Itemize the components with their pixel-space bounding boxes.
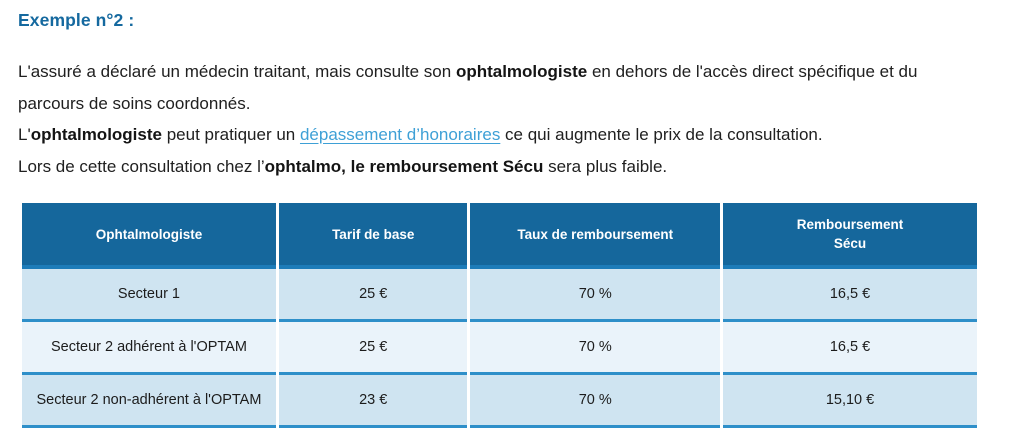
cell-tarif: 25 € — [278, 322, 468, 375]
cell-taux: 70 % — [470, 322, 721, 375]
section-title: Exemple n°2 : — [18, 10, 135, 30]
table-header-row: Ophtalmologiste Tarif de base Taux de re… — [22, 203, 977, 269]
paragraph-1: L'assuré a déclaré un médecin traitant, … — [18, 56, 983, 119]
table-row: Secteur 2 non-adhérent à l'OPTAM 23 € 70… — [22, 375, 977, 428]
table-row: Secteur 1 25 € 70 % 16,5 € — [22, 269, 977, 322]
paragraph-2-text: peut pratiquer un — [161, 125, 300, 144]
cell-remboursement: 15,10 € — [723, 375, 977, 428]
cell-taux: 70 % — [470, 269, 721, 322]
paragraph-2-text: L' — [18, 125, 31, 144]
paragraph-1-text: L'assuré a déclaré un médecin traitant, … — [18, 62, 456, 81]
header-taux-remboursement: Taux de remboursement — [470, 203, 721, 269]
paragraph-3: Lors de cette consultation chez l’ophtal… — [18, 151, 983, 183]
intro-text: L'assuré a déclaré un médecin traitant, … — [18, 56, 983, 182]
cell-taux: 70 % — [470, 375, 721, 428]
paragraph-2-text: ce qui augmente le prix de la consultati… — [500, 125, 823, 144]
cell-remboursement: 16,5 € — [723, 269, 977, 322]
paragraph-2: L'ophtalmologiste peut pratiquer un dépa… — [18, 119, 983, 151]
paragraph-3-text: Lors de cette consultation chez l’ — [18, 156, 265, 176]
depassement-honoraires-link[interactable]: dépassement d’honoraires — [299, 125, 501, 144]
cell-tarif: 25 € — [278, 269, 468, 322]
header-tarif-de-base: Tarif de base — [278, 203, 468, 269]
paragraph-3-bold: ophtalmo, le remboursement Sécu — [264, 156, 544, 176]
paragraph-1-text: en dehors de l'accès direct spécifique e… — [18, 62, 918, 113]
cell-remboursement: 16,5 € — [723, 322, 977, 375]
paragraph-2-bold: ophtalmologiste — [30, 125, 162, 144]
paragraph-1-bold: ophtalmologiste — [455, 62, 588, 81]
cell-secteur: Secteur 2 non-adhérent à l'OPTAM — [22, 375, 276, 428]
header-remboursement-secu: Remboursement Sécu — [723, 203, 977, 269]
header-ophtalmologiste: Ophtalmologiste — [22, 203, 276, 269]
paragraph-3-text: sera plus faible. — [543, 156, 668, 176]
cell-secteur: Secteur 2 adhérent à l'OPTAM — [22, 322, 276, 375]
table-row: Secteur 2 adhérent à l'OPTAM 25 € 70 % 1… — [22, 322, 977, 375]
cell-secteur: Secteur 1 — [22, 269, 276, 322]
cell-tarif: 23 € — [278, 375, 468, 428]
reimbursement-table: Ophtalmologiste Tarif de base Taux de re… — [19, 203, 980, 428]
